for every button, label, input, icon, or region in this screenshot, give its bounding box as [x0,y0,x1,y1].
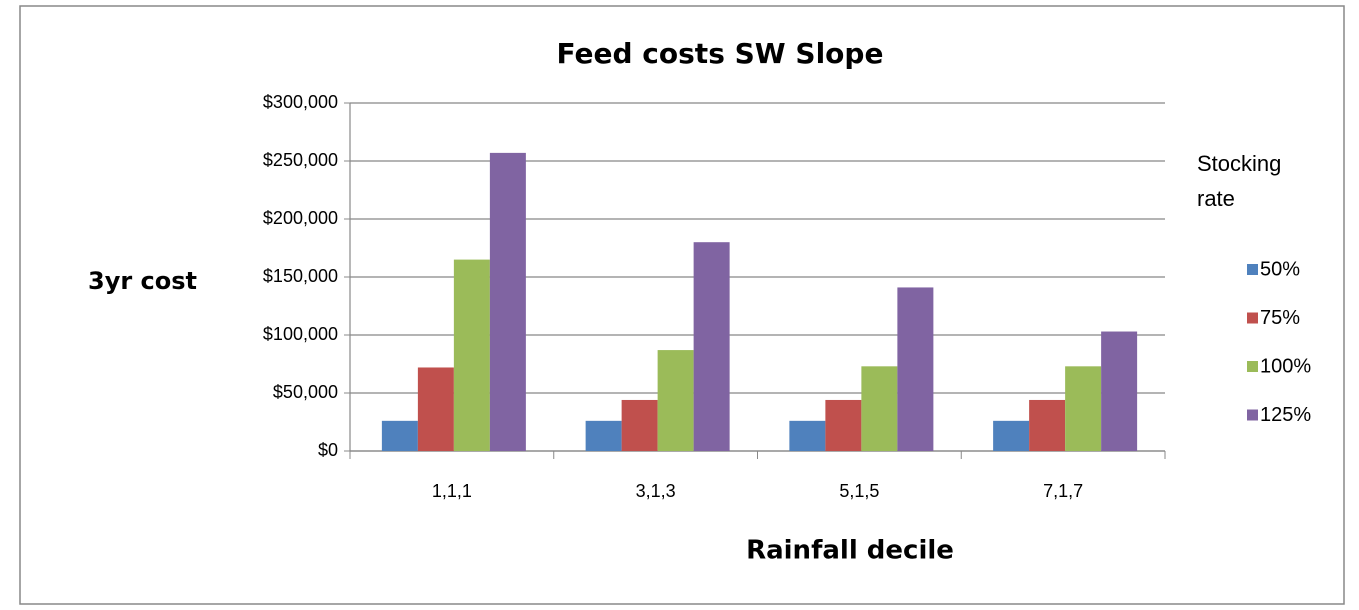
legend-label: 100% [1260,355,1311,377]
legend-label: 50% [1260,258,1300,280]
chart-title: Feed costs SW Slope [557,37,884,70]
bar [993,420,1030,451]
x-tick-label: 1,1,1 [432,481,472,501]
y-tick-label: $50,000 [273,382,338,402]
x-tick-label: 7,1,7 [1043,481,1083,501]
legend-title: Stocking rate [1197,151,1281,211]
legend-label: 125% [1260,404,1311,426]
x-axis-title: Rainfall decile [746,536,954,566]
bar [585,420,622,451]
y-tick-label: $150,000 [263,266,338,286]
bar [453,259,490,451]
bar [657,350,694,451]
y-tick-label: $200,000 [263,208,338,228]
y-tick-label: $0 [318,440,338,460]
bar [861,366,898,451]
x-tick-label: 5,1,5 [839,481,879,501]
chart-frame [19,5,1345,605]
bar [1065,366,1102,451]
y-axis-title: 3yr cost [88,267,197,295]
bar [825,399,862,451]
bar [489,152,526,451]
legend-swatch [1247,264,1258,275]
legend-swatch [1247,409,1258,421]
legend-swatch [1247,361,1258,372]
bar [1101,331,1138,451]
bar [897,287,934,451]
legend-swatch [1247,312,1258,324]
y-tick-label: $250,000 [263,150,338,170]
bar [621,399,658,451]
y-tick-label: $300,000 [263,92,338,112]
legend-label: 75% [1260,307,1300,329]
bar [1029,399,1066,451]
bar [789,420,826,451]
bar [381,420,418,451]
bar [417,367,454,451]
y-tick-label: $100,000 [263,324,338,344]
x-tick-label: 3,1,3 [636,481,676,501]
bar [693,242,730,451]
